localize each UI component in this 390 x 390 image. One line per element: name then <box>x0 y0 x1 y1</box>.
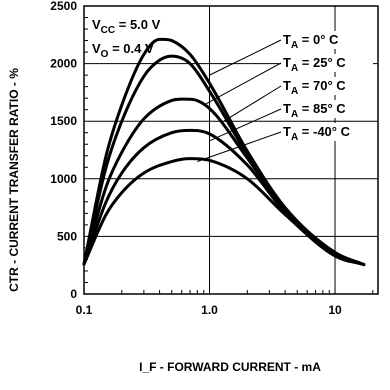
y-tick-label: 2500 <box>50 0 77 13</box>
y-axis-title: CTR - CURRENT TRANSFER RATIO - % <box>7 68 21 292</box>
legend-leader-line <box>203 62 282 106</box>
legend-leader-line <box>197 131 282 162</box>
legend-label: TA = 0° C <box>283 32 339 51</box>
y-tick-label: 0 <box>70 287 77 301</box>
legend-label-bg <box>281 100 373 118</box>
legend-label-bg <box>281 123 373 141</box>
legend-label: TA = 85° C <box>283 101 346 120</box>
series-line <box>82 128 366 267</box>
legend-label: TA = 70° C <box>283 78 346 97</box>
conditions-box <box>88 10 186 62</box>
plot-frame <box>83 5 379 295</box>
legend-label: TA = 25° C <box>283 55 346 74</box>
y-tick-label: 1500 <box>50 114 77 128</box>
y-tick-label: 2000 <box>50 57 77 71</box>
x-axis-title: I_F - FORWARD CURRENT - mA <box>139 360 321 374</box>
y-tick-label: 500 <box>57 229 77 243</box>
x-tick-label: 0.1 <box>76 303 93 317</box>
series-line <box>82 157 366 267</box>
legend-label-bg <box>281 77 373 95</box>
legend-label-bg <box>281 31 373 49</box>
y-tick-label: 1000 <box>50 172 77 186</box>
x-tick-label: 10 <box>328 303 342 317</box>
legend-label-bg <box>281 54 373 72</box>
condition-label: VCC = 5.0 V <box>92 17 161 36</box>
x-tick-label: 1.0 <box>201 303 218 317</box>
condition-label: VO = 0.4 V <box>92 41 154 60</box>
legend-leader-line <box>223 85 282 122</box>
legend-label: TA = -40° C <box>283 124 351 143</box>
legend-leader-line <box>209 108 282 142</box>
legend-leader-line <box>209 39 282 76</box>
